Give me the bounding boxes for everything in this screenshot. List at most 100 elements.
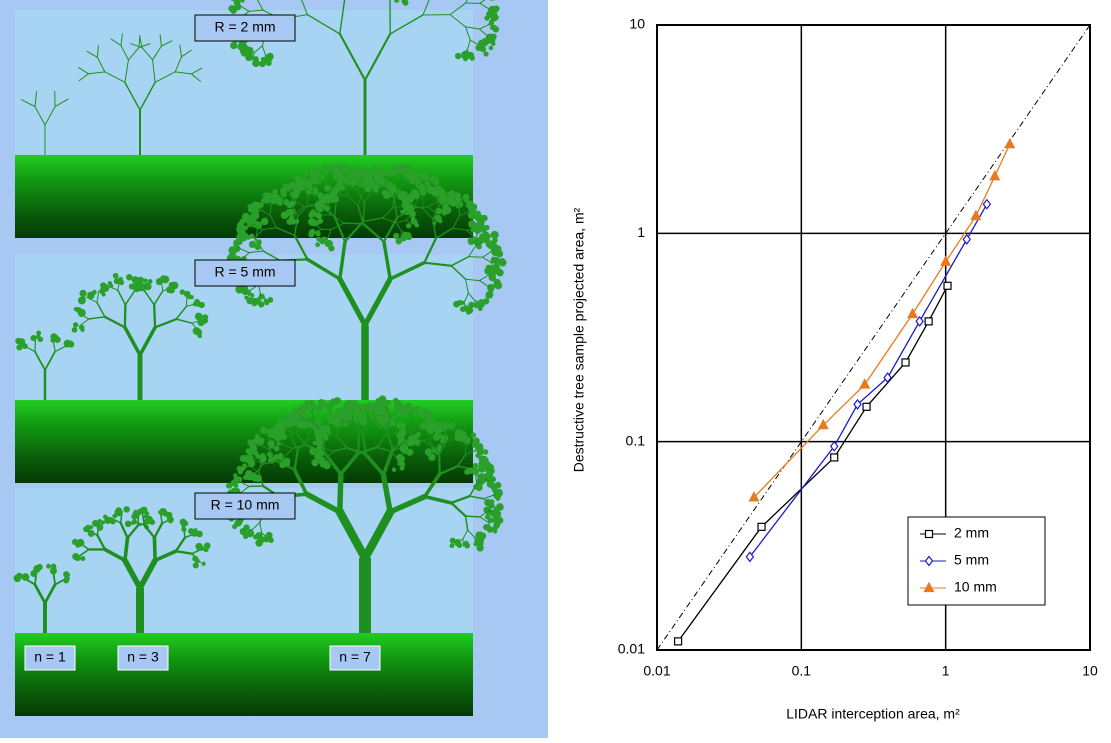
- leaf: [254, 243, 261, 250]
- leaf: [132, 519, 137, 524]
- leaf: [483, 456, 487, 460]
- leaf: [314, 220, 318, 224]
- leaf: [123, 506, 129, 512]
- leaf: [421, 172, 428, 179]
- leaf: [66, 573, 70, 577]
- leaf: [396, 238, 402, 244]
- leaf: [333, 186, 339, 192]
- leaf: [490, 26, 495, 31]
- leaf: [419, 423, 426, 430]
- marker: [1005, 139, 1014, 148]
- leaf: [187, 294, 192, 299]
- leaf: [311, 459, 318, 466]
- leaf: [339, 181, 344, 186]
- leaf: [408, 206, 413, 211]
- leaf: [167, 516, 172, 521]
- leaf: [249, 233, 254, 238]
- leaf: [92, 290, 97, 295]
- leaf: [196, 531, 203, 538]
- leaf: [487, 500, 494, 507]
- leaf: [244, 296, 248, 300]
- leaf: [440, 439, 445, 444]
- leaf: [492, 511, 496, 515]
- leaf: [110, 519, 115, 524]
- leaf: [489, 468, 495, 474]
- leaf: [285, 461, 290, 466]
- leaf: [143, 279, 147, 283]
- leaf: [98, 519, 102, 523]
- leaf: [357, 410, 364, 417]
- leaf: [400, 210, 404, 214]
- leaf: [403, 0, 409, 6]
- leaf: [259, 203, 264, 208]
- branch: [358, 434, 359, 454]
- leaf: [36, 334, 41, 339]
- leaf: [267, 428, 272, 433]
- leaf: [274, 446, 280, 452]
- leaf: [275, 198, 283, 206]
- leaf: [481, 47, 487, 53]
- leaf: [259, 61, 266, 68]
- leaf: [313, 173, 320, 180]
- leaf: [408, 436, 415, 443]
- leaf: [278, 453, 283, 458]
- leaf: [333, 173, 339, 179]
- leaf: [458, 437, 462, 441]
- leaf: [277, 441, 281, 445]
- leaf: [290, 417, 294, 421]
- leaf: [50, 567, 57, 574]
- branch: [340, 474, 341, 512]
- leaf: [315, 230, 320, 235]
- leaf: [493, 263, 499, 269]
- leaf: [477, 449, 484, 456]
- leaf: [435, 421, 442, 428]
- page: R = 2 mmR = 5 mmR = 10 mmn = 1n = 3n = 7…: [0, 0, 1111, 738]
- leaf: [267, 440, 274, 447]
- leaf: [308, 180, 312, 184]
- leaf: [114, 278, 120, 284]
- leaf: [263, 536, 270, 543]
- leaf: [245, 458, 250, 463]
- leaf: [365, 186, 372, 193]
- leaf: [180, 289, 185, 294]
- leaf: [328, 245, 334, 251]
- leaf: [315, 201, 323, 209]
- leaf: [234, 483, 239, 488]
- leaf: [193, 562, 199, 568]
- leaf: [385, 400, 390, 405]
- leaf: [188, 528, 194, 534]
- leaf: [319, 452, 324, 457]
- leaf: [234, 476, 239, 481]
- leaf: [108, 281, 112, 285]
- leaf: [303, 171, 308, 176]
- x-tick-label: 0.1: [792, 663, 812, 679]
- leaf: [22, 573, 30, 581]
- leaf: [246, 529, 254, 537]
- leaf: [430, 176, 437, 183]
- leaf: [183, 521, 188, 526]
- leaf: [260, 453, 266, 459]
- leaf: [309, 447, 317, 455]
- leaf: [463, 435, 469, 441]
- leaf: [351, 169, 356, 174]
- leaf: [473, 437, 480, 444]
- leaf: [79, 290, 86, 297]
- leaf: [97, 524, 104, 531]
- leaf: [479, 215, 483, 219]
- leaf: [318, 403, 324, 409]
- leaf: [400, 462, 405, 467]
- leaf: [461, 53, 466, 58]
- leaf: [343, 165, 348, 170]
- leaf: [113, 273, 119, 279]
- leaf: [470, 207, 476, 213]
- leaf: [475, 224, 479, 228]
- leaf: [145, 511, 150, 516]
- branch: [247, 224, 254, 225]
- leaf: [489, 46, 494, 51]
- leaf: [201, 562, 205, 566]
- leaf: [400, 445, 407, 452]
- leaf: [430, 454, 435, 459]
- leaf: [393, 233, 399, 239]
- leaf: [250, 293, 254, 297]
- leaf: [406, 172, 413, 179]
